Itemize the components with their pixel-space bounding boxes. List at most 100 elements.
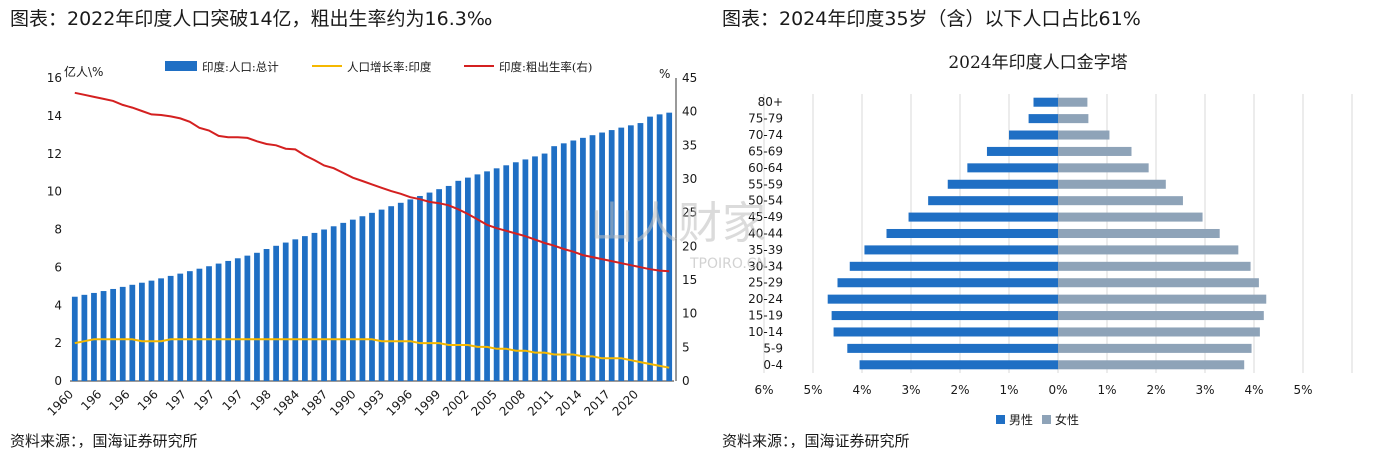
female-bar [1058, 196, 1183, 206]
male-bar [847, 343, 1058, 353]
population-bar [426, 192, 433, 381]
female-bar [1058, 261, 1251, 271]
right-source-note: 资料来源：，国海证券研究所 [722, 432, 910, 450]
population-bar [560, 143, 567, 381]
age-group-label: 15-19 [748, 309, 783, 323]
left-y-tick-label: 8 [54, 223, 62, 237]
population-bar [167, 275, 174, 381]
population-bar [282, 242, 289, 381]
population-bar [292, 239, 299, 381]
population-bar [263, 249, 270, 381]
male-bar [864, 245, 1058, 255]
population-bar [455, 180, 462, 381]
right-y-tick-label: 45 [682, 71, 697, 85]
female-bar [1058, 343, 1252, 353]
left-panel-title: 图表：2022年印度人口突破14亿，粗出生率约为16.3‰ [10, 8, 493, 30]
age-group-label: 25-29 [748, 276, 783, 290]
left-y-tick-label: 6 [54, 260, 62, 274]
age-group-label: 55-59 [748, 177, 783, 191]
legend-label-growth: 人口增长率:印度 [347, 60, 432, 74]
right-axis-unit: % [659, 67, 670, 81]
population-bar [551, 146, 558, 381]
population-bar [139, 282, 145, 381]
right-y-tick-label: 30 [682, 172, 697, 186]
population-bar [71, 296, 78, 381]
age-group-label: 70-74 [748, 128, 783, 142]
population-bar [302, 236, 308, 381]
right-y-tick-label: 40 [682, 105, 697, 119]
legend-label-male: 男性 [1009, 413, 1033, 427]
population-bar [512, 162, 519, 381]
pyramid-x-tick-label: 3% [901, 383, 920, 397]
population-bar [330, 226, 337, 381]
right-y-tick-label: 15 [682, 273, 697, 287]
male-bar [986, 146, 1058, 156]
population-bar [493, 168, 500, 381]
population-bar [254, 252, 260, 381]
pyramid-x-tick-label: 3% [1195, 383, 1214, 397]
population-chart: 亿人\% %02468101214160510152025303540451960… [45, 60, 698, 419]
population-bar [599, 132, 605, 381]
population-bar [148, 280, 155, 381]
male-bar [849, 261, 1058, 271]
watermark: 山人财家 TPOIRO.CN [590, 198, 767, 272]
left-y-tick-label: 10 [47, 185, 62, 199]
legend-swatch-female [1042, 415, 1051, 424]
male-bar [1033, 97, 1058, 107]
population-bar [417, 195, 423, 381]
population-bar [234, 258, 241, 381]
population-bar [397, 202, 404, 381]
right-y-tick-label: 10 [682, 307, 697, 321]
age-group-label: 20-24 [748, 292, 783, 306]
male-bar [833, 327, 1058, 337]
population-bar [407, 199, 414, 381]
population-bar [186, 271, 193, 381]
age-group-label: 80+ [758, 95, 783, 109]
population-bar [225, 260, 232, 381]
female-bar [1058, 327, 1260, 337]
population-bar [647, 116, 653, 381]
female-bar [1058, 163, 1149, 173]
age-group-label: 10-14 [748, 325, 783, 339]
population-bar [464, 177, 471, 381]
left-y-tick-label: 12 [47, 147, 62, 161]
pyramid-x-tick-label: 1% [999, 383, 1018, 397]
pyramid-x-tick-label: 1% [1097, 383, 1116, 397]
male-bar [1009, 130, 1058, 140]
population-bar [618, 127, 625, 382]
female-bar [1058, 212, 1203, 222]
age-group-label: 5-9 [763, 341, 783, 355]
watermark-text: 山人财家 [590, 198, 766, 249]
right-panel-title: 图表：2024年印度35岁（含）以下人口占比61% [722, 8, 1141, 30]
female-bar [1058, 146, 1132, 156]
pyramid-x-tick-label: 5% [803, 383, 822, 397]
left-axis-unit: 亿人\% [64, 64, 103, 79]
population-bar [177, 273, 184, 381]
population-bar [110, 288, 117, 381]
left-y-tick-label: 2 [54, 336, 62, 350]
pyramid-title: 2024年印度人口金字塔 [948, 53, 1127, 73]
population-bar [100, 291, 107, 381]
population-bar [608, 130, 615, 381]
population-bar [129, 284, 136, 381]
legend-swatch-population [165, 61, 197, 71]
population-bar [522, 159, 529, 381]
left-y-tick-label: 16 [47, 71, 62, 85]
pyramid-x-tick-label: 2% [1146, 383, 1165, 397]
right-y-tick-label: 5 [682, 340, 690, 354]
growth-rate-line [74, 338, 670, 369]
age-group-label: 50-54 [748, 194, 783, 208]
population-bar [503, 165, 510, 381]
age-group-label: 65-69 [748, 144, 783, 158]
population-bar [532, 156, 538, 381]
age-group-label: 45-49 [748, 210, 783, 224]
male-bar [827, 294, 1058, 304]
age-group-label: 40-44 [748, 227, 783, 241]
population-bar [206, 266, 212, 381]
population-bar [541, 153, 548, 381]
female-bar [1058, 228, 1220, 239]
population-bar [158, 278, 164, 381]
pyramid-x-tick-label: 4% [1244, 383, 1263, 397]
age-group-label: 30-34 [748, 259, 783, 273]
